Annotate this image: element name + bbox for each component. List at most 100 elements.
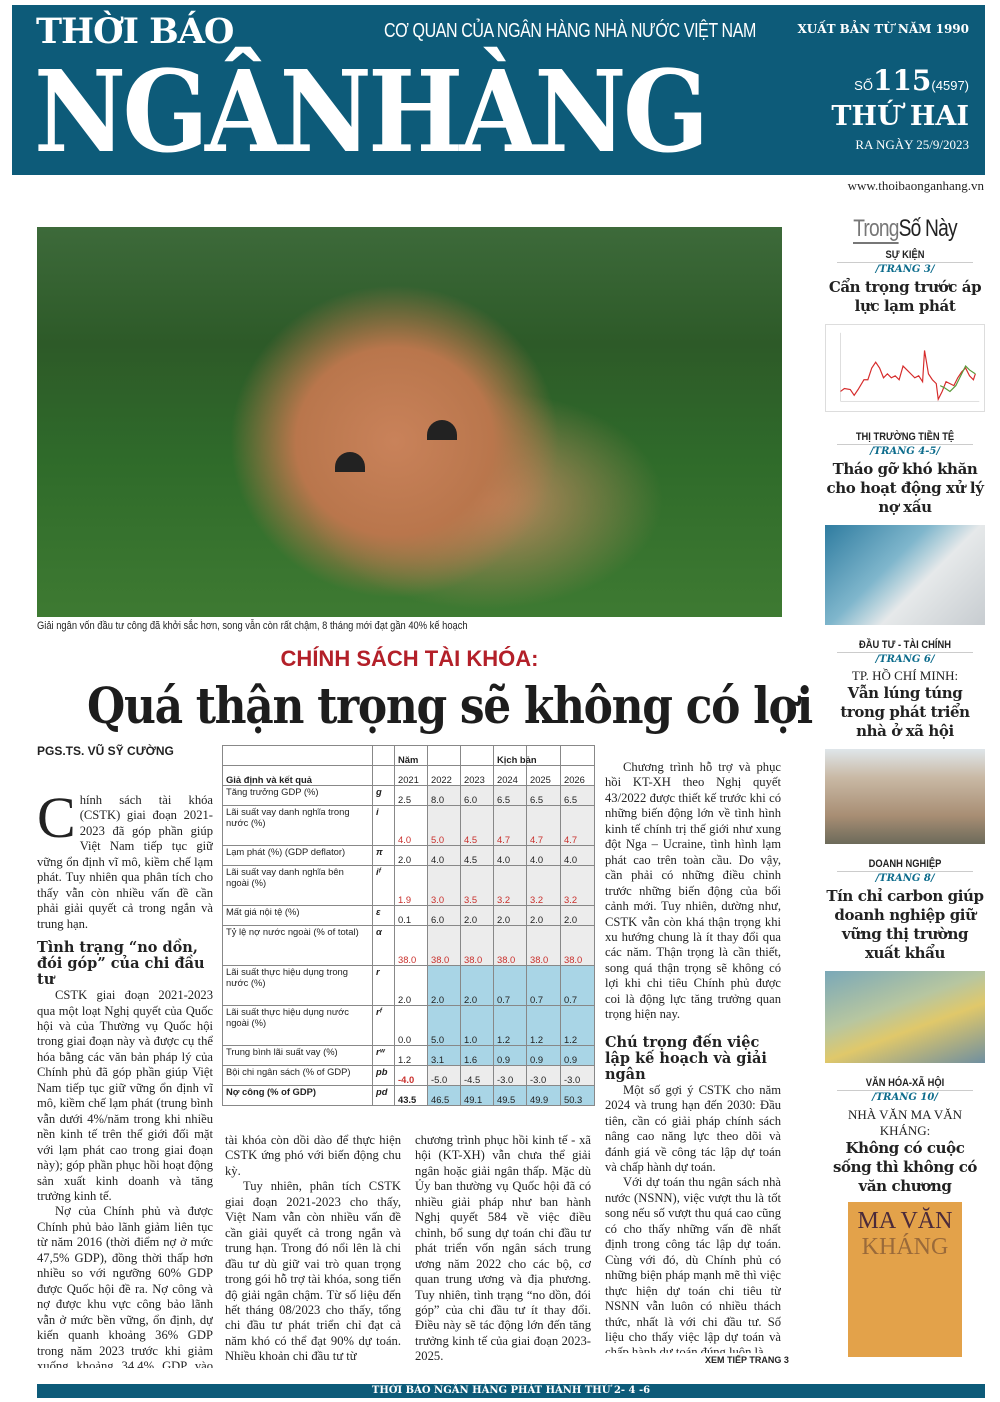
table-cell: 5.0 — [427, 1005, 461, 1046]
row-symbol: pd — [372, 1085, 395, 1106]
table-cell: 4.7 — [560, 805, 595, 846]
table-cell: 49.9 — [526, 1085, 561, 1106]
row-symbol: α — [372, 925, 395, 966]
row-symbol: ε — [372, 905, 395, 926]
table-cell: 4.0 — [526, 845, 561, 866]
table-cell: 2.0 — [526, 905, 561, 926]
table-cell: 6.5 — [560, 785, 595, 806]
table-cell: 0.9 — [560, 1045, 595, 1066]
sidebar-item-dau-tu-tai-chinh[interactable]: ĐẦU TƯ - TÀI CHÍNH /TRANG 6/ TP. HỒ CHÍ … — [825, 639, 985, 844]
article-headline[interactable]: Quá thận trọng sẽ không có lợi — [86, 676, 813, 735]
table-row: Tỷ lệ nợ nước ngoài (% of total) α 38.0 38.… — [222, 925, 595, 966]
sidebar-title-b: Số Này — [898, 215, 958, 242]
row-symbol: i — [372, 805, 395, 846]
table-cell: 6.0 — [427, 905, 461, 926]
table-cell: 0.9 — [493, 1045, 527, 1066]
table-cell: 38.0 — [560, 925, 595, 966]
table-cell: 2.5 — [394, 785, 428, 806]
sidebar-subhead: TP. HỒ CHÍ MINH: — [851, 668, 959, 683]
sidebar-item-su-kien[interactable]: SỰ KIỆN /TRANG 3/ Cẩn trọng trước áp lực… — [825, 249, 985, 431]
row-label: Tỷ lệ nợ nước ngoài (% of total) — [222, 925, 373, 966]
since-line: XUẤT BẢN TỪ NĂM 1990 — [797, 22, 969, 36]
sidebar-headline: Không có cuộc sống thì không có văn chươ… — [832, 1139, 978, 1195]
sidebar-subhead: NHÀ VĂN MA VĂN KHÁNG: — [847, 1107, 962, 1138]
table-cell: 2.0 — [427, 965, 461, 1006]
sidebar-item-thi-truong-tien-te[interactable]: THỊ TRƯỜNG TIỀN TỆ /TRANG 4-5/ Tháo gỡ k… — [825, 431, 985, 625]
row-symbol: r — [372, 965, 395, 1006]
table-cell: -3.0 — [526, 1065, 561, 1086]
table-header-cell — [427, 745, 461, 766]
table-header-cell — [222, 745, 373, 766]
row-symbol: iᶠ — [372, 865, 395, 906]
masthead-small-title: THỜI BÁO — [36, 11, 234, 52]
table-cell: 38.0 — [526, 925, 561, 966]
table-cell: 0.9 — [526, 1045, 561, 1066]
subhead: Chú trọng đến việc lập kế hoạch và giải … — [605, 1033, 767, 1083]
table-row: Lãi suất thực hiệu dụng nước ngoài (%) rᶠ… — [222, 1005, 595, 1046]
page-ref: /TRANG 8/ — [875, 873, 935, 884]
page-ref: /TRANG 6/ — [875, 654, 935, 665]
paragraph: Nợ của Chính phủ và được Chính phủ bảo l… — [37, 1204, 213, 1368]
weekday: THỨ HAI — [831, 101, 969, 132]
sidebar-headline: Cẩn trọng trước áp lực lạm phát — [828, 278, 982, 315]
table-cell: 4.0 — [493, 845, 527, 866]
table-row: Tăng trưởng GDP (%) g 2.5 8.0 6.0 6.5 6.5 6.5 — [222, 785, 595, 806]
article-column-3: chương trình phục hồi kinh tế - xã hội (… — [415, 1133, 591, 1368]
section-label: SỰ KIỆN — [837, 249, 973, 263]
article-headline-wrap: Quá thận trọng sẽ không có lợi — [37, 678, 813, 736]
table-header-cell — [372, 765, 395, 786]
table-header-cell: 2021 — [394, 765, 428, 786]
table-header-cell: 2026 — [560, 765, 595, 786]
section-label: VĂN HÓA-XÃ HỘI — [837, 1077, 973, 1091]
row-label: Lạm phát (%) (GDP deflator) — [222, 845, 373, 866]
sidebar-headline: Tháo gỡ khó khăn cho hoạt động xử lý nợ … — [826, 460, 984, 516]
table-cell: 6.0 — [460, 785, 494, 806]
table-cell: 4.0 — [427, 845, 461, 866]
table-cell: 4.0 — [560, 845, 595, 866]
table-cell: 1.6 — [460, 1045, 494, 1066]
factory-photo — [825, 971, 985, 1063]
sidebar-headline: Tín chỉ carbon giúp doanh nghiệp giữ vữn… — [826, 887, 984, 962]
byline: PGS.TS. VŨ SỸ CƯỜNG — [37, 744, 174, 758]
row-label: Lãi suất vay danh nghĩa trong nước (%) — [222, 805, 373, 846]
chart-green-line — [939, 365, 976, 393]
continued-link[interactable]: XEM TIẾP TRANG 3 — [705, 1355, 789, 1365]
sidebar-headline: Vẫn lúng túng trong phát triển nhà ở xã … — [840, 684, 970, 740]
table-header-cell: Kịch bản — [493, 745, 537, 766]
issue-number: SỐ115(4597) — [854, 65, 969, 102]
paragraph: Với dự toán thu ngân sách nhà nước (NSNN… — [605, 1175, 781, 1353]
table-header-cell — [460, 745, 494, 766]
inflation-chart-thumbnail — [825, 324, 985, 412]
chart-red-line — [840, 350, 976, 402]
sidebar-item-doanh-nghiep[interactable]: DOANH NGHIỆP /TRANG 8/ Tín chỉ carbon gi… — [825, 858, 985, 1063]
table-row: Lãi suất vay danh nghĩa trong nước (%) i 4… — [222, 805, 595, 846]
table-cell: -4.5 — [460, 1065, 494, 1086]
issue-num: 115 — [872, 64, 932, 97]
table-cell: 3.2 — [526, 865, 561, 906]
table-cell: 3.5 — [460, 865, 494, 906]
table-cell: 2.0 — [560, 905, 595, 926]
website-url[interactable]: www.thoibaonganhang.vn — [847, 178, 984, 193]
table-row: Nợ công (% of GDP) pd 43.5 46.5 49.1 49.5 49.9… — [222, 1085, 595, 1106]
footer-band: THỜI BÁO NGÂN HÀNG PHÁT HÀNH THỨ 2- 4 -6 — [37, 1384, 985, 1398]
data-table: Năm Kịch bản Giả định và kết quả 2021 2022 20… — [222, 745, 595, 1106]
table-cell: 3.2 — [560, 865, 595, 906]
sidebar-item-van-hoa-xa-hoi[interactable]: VĂN HÓA-XÃ HỘI /TRANG 10/ NHÀ VĂN MA VĂN… — [825, 1077, 985, 1357]
section-label: ĐẦU TƯ - TÀI CHÍNH — [837, 639, 973, 653]
table-cell: 1.2 — [493, 1005, 527, 1046]
table-cell: 4.5 — [460, 845, 494, 866]
table-row: Lãi suất thực hiệu dụng trong nước (%) r 2… — [222, 965, 595, 1006]
table-cell: 50.3 — [560, 1085, 595, 1106]
paragraph: tài khóa còn dồi dào để thực hiện CSTK ứ… — [225, 1133, 401, 1178]
table-cell: 2.0 — [460, 905, 494, 926]
table-cell: 0.7 — [526, 965, 561, 1006]
row-symbol: pb — [372, 1065, 395, 1086]
table-cell: -3.0 — [560, 1065, 595, 1086]
table-cell: 38.0 — [460, 925, 494, 966]
row-symbol: rᶠ — [372, 1005, 395, 1046]
table-cell: 1.2 — [394, 1045, 428, 1066]
table-cell: 38.0 — [394, 925, 428, 966]
table-header-cell: 2025 — [526, 765, 561, 786]
table-cell: -5.0 — [427, 1065, 461, 1086]
row-symbol: rʷ — [372, 1045, 395, 1066]
